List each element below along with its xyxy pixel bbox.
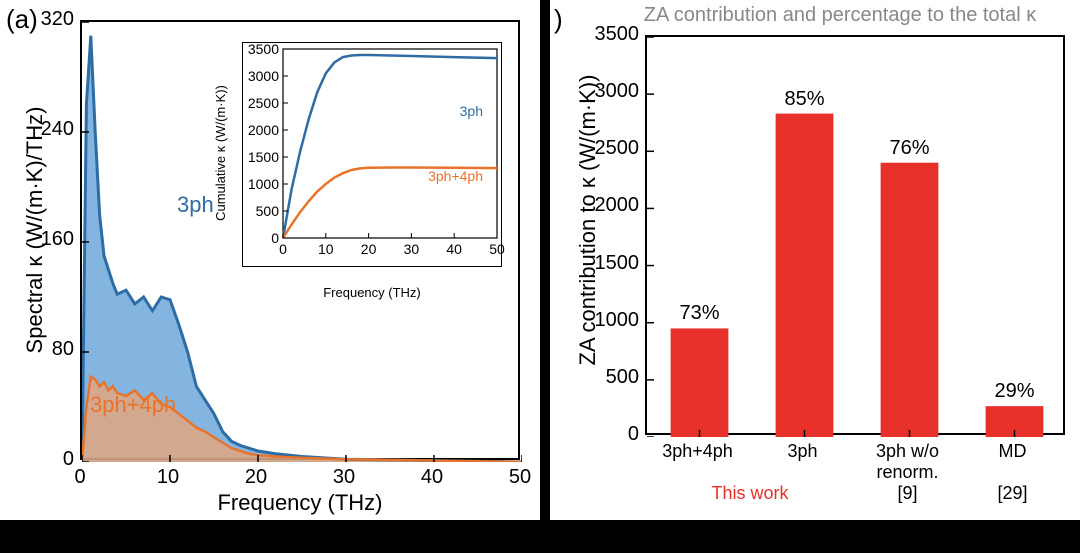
inset-ytick: 3500 — [245, 41, 279, 57]
bar-pct-label: 29% — [985, 380, 1045, 403]
panel-b-ytick: 500 — [606, 366, 639, 389]
inset-xtick: 40 — [442, 241, 466, 257]
inset-ytick: 2500 — [245, 95, 279, 111]
inset-ytick: 1500 — [245, 149, 279, 165]
inset-xlabel: Frequency (THz) — [243, 285, 501, 300]
panel-a-xtick: 10 — [153, 466, 183, 489]
panel-a-xtick: 20 — [241, 466, 271, 489]
bar-pct-label: 85% — [775, 88, 835, 111]
bar-category-label: 3ph w/o renorm. — [855, 441, 960, 483]
inset-svg — [243, 43, 503, 268]
panel-b-ytick: 3500 — [595, 23, 640, 46]
bar-ref-label: [9] — [855, 483, 960, 504]
inset-ytick: 2000 — [245, 122, 279, 138]
inset-ytick: 3000 — [245, 68, 279, 84]
panel-a-xlabel: Frequency (THz) — [80, 490, 520, 516]
inset-ylabel: Cumulative κ (W/(m·K)) — [213, 53, 228, 253]
inset-ytick: 500 — [245, 203, 279, 219]
panel-a-xtick: 40 — [417, 466, 447, 489]
panel-a-inset: 3ph 3ph+4ph Frequency (THz) Cumulative κ… — [242, 42, 502, 267]
inset-3ph-label: 3ph — [460, 103, 483, 119]
inset-xtick: 20 — [357, 241, 381, 257]
panel-b-svg — [647, 37, 1067, 437]
inset-ytick: 1000 — [245, 176, 279, 192]
panel-a-ytick: 240 — [41, 118, 74, 141]
inset-ytick: 0 — [245, 230, 279, 246]
panel-b-ytick: 1000 — [595, 309, 640, 332]
inset-xtick: 50 — [485, 241, 509, 257]
inset-xtick: 30 — [399, 241, 423, 257]
main-34ph-label: 3ph+4ph — [90, 392, 176, 418]
panel-a-plotbox: 3ph 3ph+4ph Frequency (THz) Cumulative κ… — [80, 20, 520, 460]
panel-a-ytick: 160 — [41, 228, 74, 251]
panel-a: (a) 3ph 3ph+4ph Frequency (THz) Cumulati… — [0, 0, 540, 520]
panel-a-xtick: 30 — [329, 466, 359, 489]
inset-34ph-label: 3ph+4ph — [428, 168, 483, 184]
bar-category-label: MD — [960, 441, 1065, 462]
bar-pct-label: 73% — [670, 302, 730, 325]
panel-b-ytick: 2500 — [595, 137, 640, 160]
panel-a-ytick: 0 — [63, 448, 74, 471]
panel-a-xtick: 50 — [505, 466, 535, 489]
panel-b-ytick: 1500 — [595, 252, 640, 275]
bar-category-label: 3ph+4ph — [645, 441, 750, 462]
inset-xtick: 10 — [314, 241, 338, 257]
panel-b-plotbox: 73% 85% 76% 29% — [645, 35, 1065, 435]
panel-b-letter: ) — [554, 4, 563, 35]
panel-b-title: ZA contribution and percentage to the to… — [610, 4, 1070, 27]
panel-a-ytick: 80 — [52, 338, 74, 361]
bar-category-label: 3ph — [750, 441, 855, 462]
main-3ph-label: 3ph — [177, 192, 214, 218]
bar-ref-label: This work — [645, 483, 855, 504]
panel-a-ytick: 320 — [41, 8, 74, 31]
bar-ref-label: [29] — [960, 483, 1065, 504]
panel-b: ) ZA contribution and percentage to the … — [550, 0, 1080, 520]
panel-b-ytick: 2000 — [595, 194, 640, 217]
panel-b-ytick: 3000 — [595, 80, 640, 103]
bar-pct-label: 76% — [880, 137, 940, 160]
panel-b-ytick: 0 — [628, 423, 639, 446]
